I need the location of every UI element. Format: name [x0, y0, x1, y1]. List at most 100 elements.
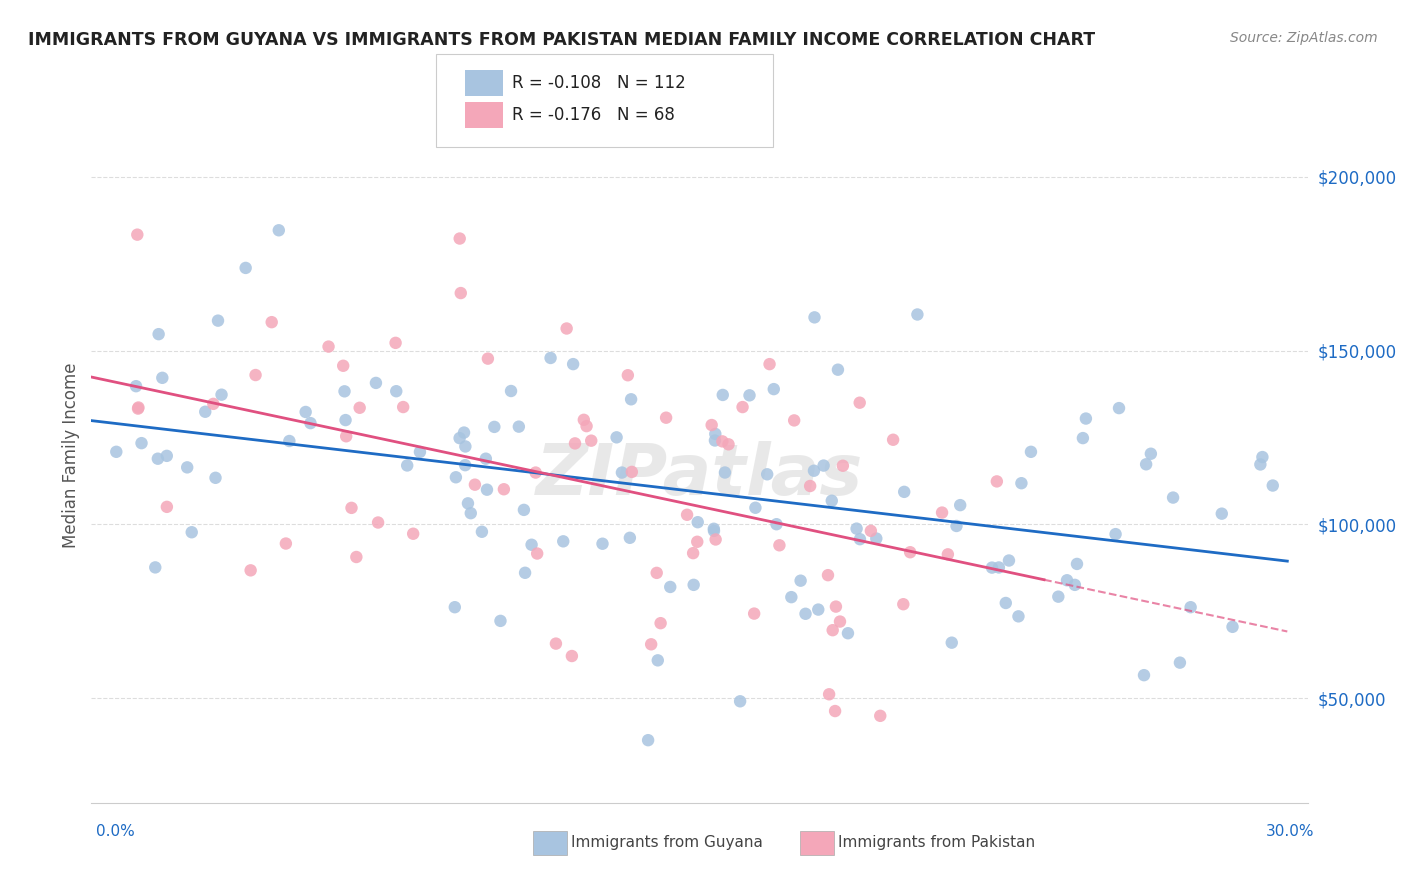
Point [340, 500, 363, 515]
Point [239, 563, 262, 577]
Point [703, 522, 725, 536]
Point [318, 340, 340, 354]
Text: R = -0.108   N = 112: R = -0.108 N = 112 [512, 74, 686, 92]
Point [742, 607, 765, 621]
Point [1010, 476, 1032, 491]
Point [714, 466, 737, 480]
Point [803, 464, 825, 478]
Point [610, 466, 633, 480]
Point [686, 534, 709, 549]
Point [987, 560, 1010, 574]
Point [579, 434, 602, 448]
Point [143, 560, 166, 574]
Point [564, 436, 586, 450]
Point [449, 231, 471, 245]
Point [540, 351, 562, 365]
Point [475, 483, 498, 497]
Point [561, 648, 583, 663]
Point [645, 566, 668, 580]
Point [1211, 507, 1233, 521]
Point [146, 451, 169, 466]
Point [849, 532, 872, 546]
Text: 0.0%: 0.0% [96, 824, 135, 838]
Point [105, 445, 128, 459]
Text: ZIPatlas: ZIPatlas [536, 442, 863, 510]
Point [711, 388, 734, 402]
Point [150, 371, 173, 385]
Point [865, 532, 887, 546]
Point [349, 401, 371, 415]
Point [620, 465, 643, 479]
Point [1066, 557, 1088, 571]
Text: R = -0.176   N = 68: R = -0.176 N = 68 [512, 106, 675, 124]
Point [267, 223, 290, 237]
Text: Source: ZipAtlas.com: Source: ZipAtlas.com [1230, 31, 1378, 45]
Point [344, 549, 367, 564]
Point [789, 574, 811, 588]
Point [1063, 578, 1085, 592]
Point [1108, 401, 1130, 416]
Point [859, 524, 882, 538]
Point [744, 500, 766, 515]
Point [553, 534, 575, 549]
Point [204, 471, 226, 485]
Point [1140, 447, 1163, 461]
Point [575, 419, 598, 434]
Text: IMMIGRANTS FROM GUYANA VS IMMIGRANTS FROM PAKISTAN MEDIAN FAMILY INCOME CORRELAT: IMMIGRANTS FROM GUYANA VS IMMIGRANTS FRO… [28, 31, 1095, 49]
Point [640, 637, 662, 651]
Point [619, 531, 641, 545]
Point [945, 519, 967, 533]
Point [637, 733, 659, 747]
Point [998, 553, 1021, 567]
Point [513, 566, 536, 580]
Point [562, 357, 585, 371]
Point [620, 392, 643, 407]
Point [1249, 458, 1271, 472]
Point [794, 607, 817, 621]
Point [211, 387, 233, 401]
Text: 30.0%: 30.0% [1267, 824, 1315, 838]
Point [682, 546, 704, 560]
Point [202, 397, 225, 411]
Point [981, 560, 1004, 574]
Point [882, 433, 904, 447]
Point [453, 425, 475, 440]
Point [278, 434, 301, 448]
Point [1047, 590, 1070, 604]
Point [1056, 574, 1078, 588]
Point [717, 437, 740, 451]
Point [905, 308, 928, 322]
Point [464, 477, 486, 491]
Point [1161, 491, 1184, 505]
Point [818, 687, 841, 701]
Point [1261, 478, 1284, 492]
Point [831, 458, 853, 473]
Point [821, 623, 844, 637]
Point [572, 413, 595, 427]
Point [817, 568, 839, 582]
Point [294, 405, 316, 419]
Point [1104, 527, 1126, 541]
Point [1019, 445, 1042, 459]
Point [499, 384, 522, 398]
Point [813, 458, 835, 473]
Point [477, 351, 499, 366]
Point [783, 413, 806, 427]
Point [703, 434, 725, 448]
Point [454, 440, 477, 454]
Point [703, 524, 725, 538]
Point [127, 401, 149, 415]
Point [176, 460, 198, 475]
Point [676, 508, 699, 522]
Point [606, 430, 628, 444]
Point [450, 286, 472, 301]
Point [700, 417, 723, 432]
Point [936, 547, 959, 561]
Point [489, 614, 512, 628]
Point [402, 526, 425, 541]
Point [1180, 600, 1202, 615]
Point [449, 431, 471, 445]
Point [520, 538, 543, 552]
Point [728, 694, 751, 708]
Point [526, 547, 548, 561]
